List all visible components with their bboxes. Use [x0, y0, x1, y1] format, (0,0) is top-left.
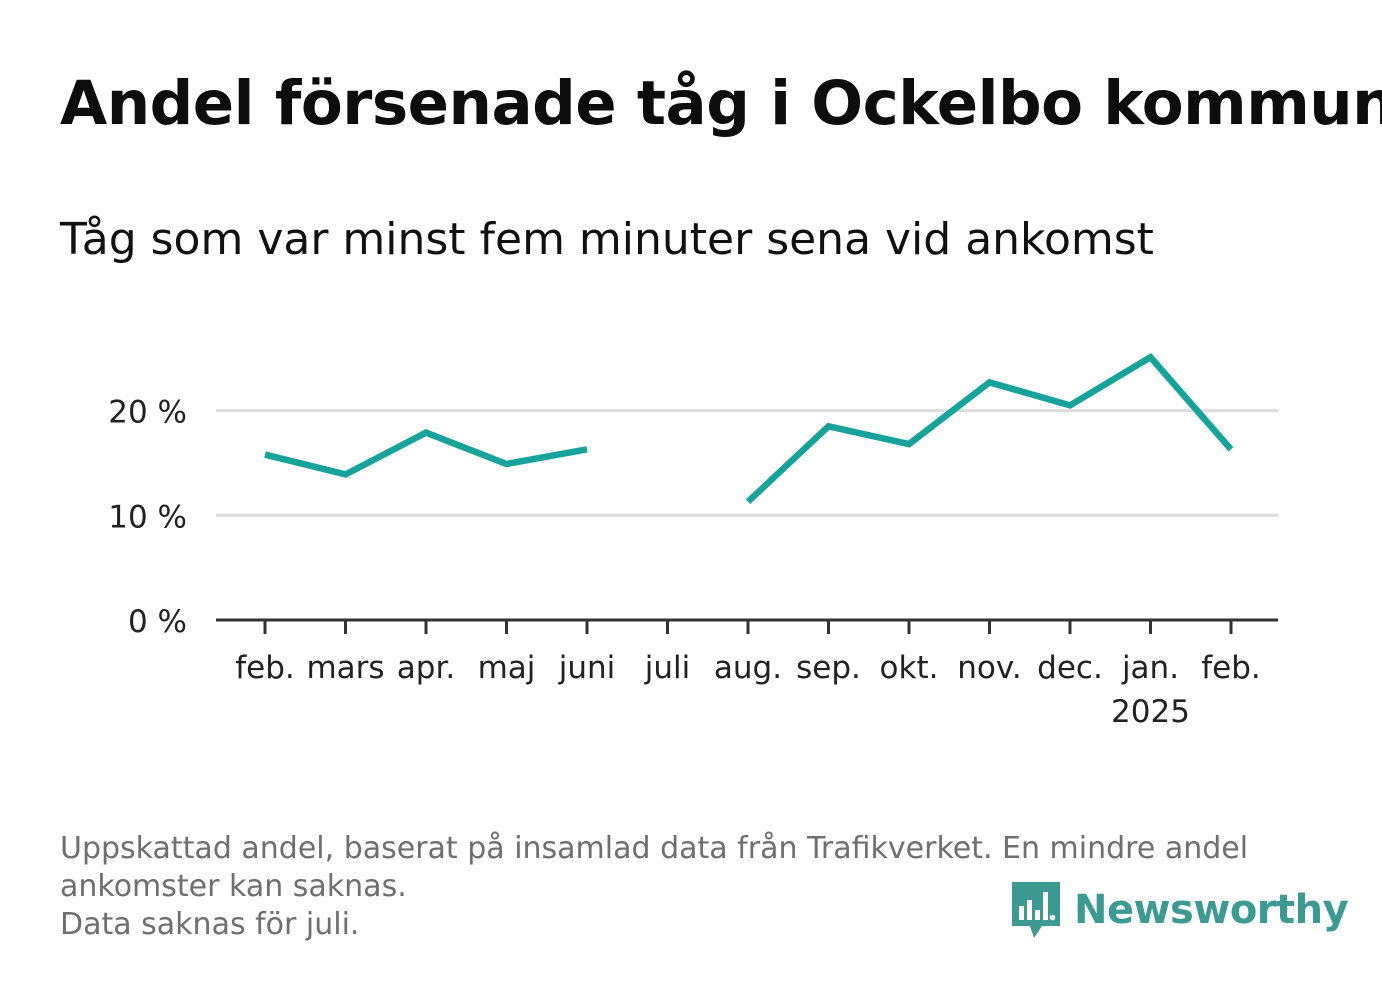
newsworthy-logo: Newsworthy — [1010, 880, 1349, 940]
x-tick-label: feb. — [235, 650, 295, 686]
data-series — [264, 353, 1234, 505]
series-line-segment — [745, 353, 1234, 505]
x-tick-label: jan. — [1121, 650, 1179, 686]
series-line-segment — [264, 429, 588, 478]
x-tick-label: sep. — [796, 650, 861, 686]
footnote: Uppskattad andel, baserat på insamlad da… — [60, 830, 1310, 944]
x-year-label: 2025 — [1111, 694, 1190, 730]
bar-chart-speech-bubble-icon — [1012, 882, 1060, 938]
x-axis-labels: feb. mars apr. maj juni juli aug. sep. okt. nov. d… — [235, 650, 1261, 730]
y-tick-label: 10 % — [108, 499, 187, 535]
x-tick-label: mars — [306, 650, 384, 686]
x-tick-label: juni — [558, 650, 616, 686]
footnote-line-3: Data saknas för juli. — [60, 907, 360, 942]
x-tick-label: feb. — [1201, 650, 1261, 686]
y-tick-label: 20 % — [108, 395, 187, 431]
x-tick-label: aug. — [714, 650, 782, 686]
x-tick-label: maj — [478, 650, 536, 686]
x-tick-label: dec. — [1037, 650, 1103, 686]
y-tick-label: 0 % — [128, 604, 187, 640]
chart-title: Andel försenade tåg i Ockelbo kommun — [60, 68, 1382, 139]
chart-subtitle: Tåg som var minst fem minuter sena vid a… — [60, 214, 1154, 265]
footnote-line-2: ankomster kan saknas. — [60, 869, 407, 904]
x-tick-label: apr. — [397, 650, 455, 686]
footnote-line-1: Uppskattad andel, baserat på insamlad da… — [60, 831, 1249, 866]
x-axis — [216, 618, 1278, 634]
y-axis-labels: 0 % 10 % 20 % — [108, 395, 187, 640]
x-tick-label: juli — [644, 650, 691, 686]
brand-name: Newsworthy — [1074, 887, 1349, 933]
x-tick-label: nov. — [957, 650, 1021, 686]
x-tick-label: okt. — [880, 650, 939, 686]
grid-lines — [216, 409, 1278, 517]
